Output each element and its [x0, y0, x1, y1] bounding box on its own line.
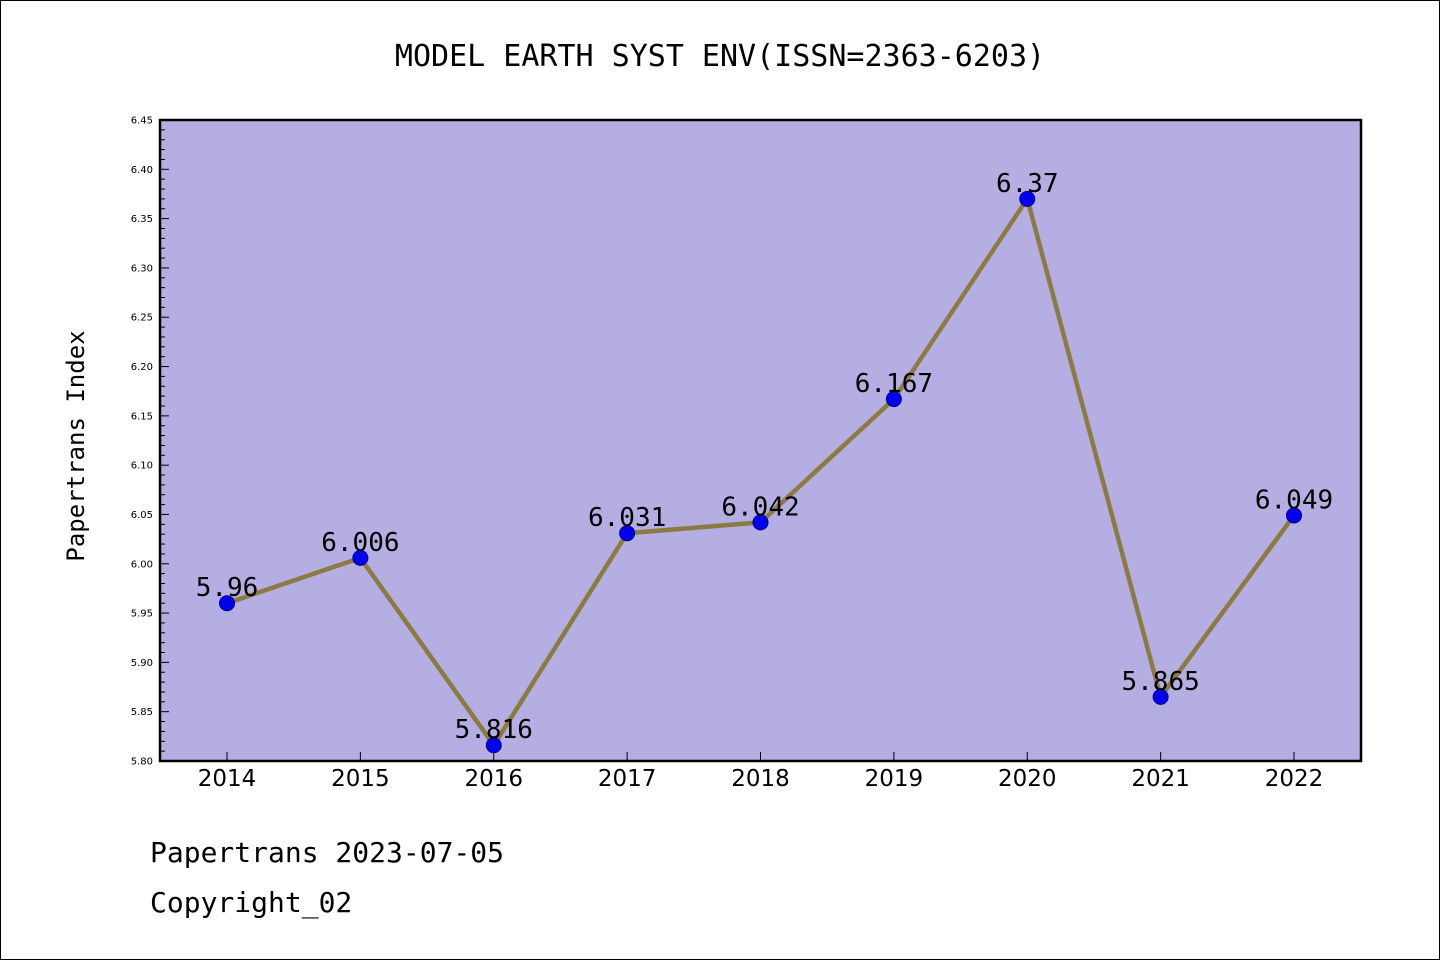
y-axis-label: Papertrans Index [62, 330, 90, 561]
data-point [885, 391, 902, 408]
footer-copyright: Copyright_02 [150, 886, 353, 919]
data-label: 5.865 [1121, 667, 1199, 697]
series-markers [219, 190, 1302, 754]
y-tick-label: 6.45 [131, 116, 153, 127]
y-tick-label: 6.25 [131, 313, 153, 324]
data-labels: 5.96 6.006 5.816 6.031 6.042 6.167 6.37 5.865 6.… [196, 169, 1333, 745]
x-tick-label: 2022 [1265, 766, 1324, 792]
data-point [219, 595, 235, 612]
data-point [485, 737, 502, 754]
data-label: 6.042 [721, 492, 799, 522]
x-tick-label: 2015 [331, 766, 390, 792]
data-point [352, 549, 369, 566]
data-label: 5.816 [455, 715, 533, 745]
data-label: 5.96 [196, 573, 259, 603]
y-tick-label: 5.90 [131, 658, 153, 669]
y-tick-label: 6.00 [131, 559, 153, 570]
y-tick-label: 5.95 [131, 609, 153, 620]
y-tick-label: 6.10 [131, 461, 153, 472]
x-tick-label: 2020 [998, 766, 1057, 792]
data-label: 6.37 [996, 169, 1059, 199]
x-tick-label: 2019 [865, 766, 924, 792]
plot-border [158, 118, 1363, 763]
x-axis: 2014 2015 2016 2017 2018 2019 2020 2021 2022 [198, 752, 1324, 792]
x-tick-label: 2016 [464, 766, 523, 792]
data-point [752, 514, 769, 531]
data-point [1019, 190, 1036, 207]
x-tick-label: 2014 [198, 766, 257, 792]
data-point [619, 525, 636, 542]
plot-area [160, 120, 1361, 761]
y-tick-label: 6.05 [131, 510, 153, 521]
y-tick-label: 6.40 [131, 165, 153, 176]
y-tick-label: 6.30 [131, 263, 153, 274]
y-tick-label: 6.15 [131, 411, 153, 422]
data-label: 6.031 [588, 503, 666, 533]
data-point [1152, 688, 1169, 705]
data-label: 6.167 [855, 369, 933, 399]
data-label: 6.049 [1255, 485, 1333, 515]
y-tick-label: 5.80 [131, 757, 153, 768]
data-label: 6.006 [321, 528, 399, 558]
x-tick-label: 2017 [598, 766, 657, 792]
y-tick-label: 5.85 [131, 707, 153, 718]
x-tick-label: 2021 [1131, 766, 1190, 792]
chart-title: MODEL EARTH SYST ENV(ISSN=2363-6203) [395, 39, 1045, 74]
data-point [1286, 507, 1302, 524]
y-tick-label: 6.20 [131, 362, 153, 373]
y-tick-label: 6.35 [131, 214, 153, 225]
footer-date: Papertrans 2023-07-05 [150, 836, 505, 869]
x-tick-label: 2018 [731, 766, 790, 792]
